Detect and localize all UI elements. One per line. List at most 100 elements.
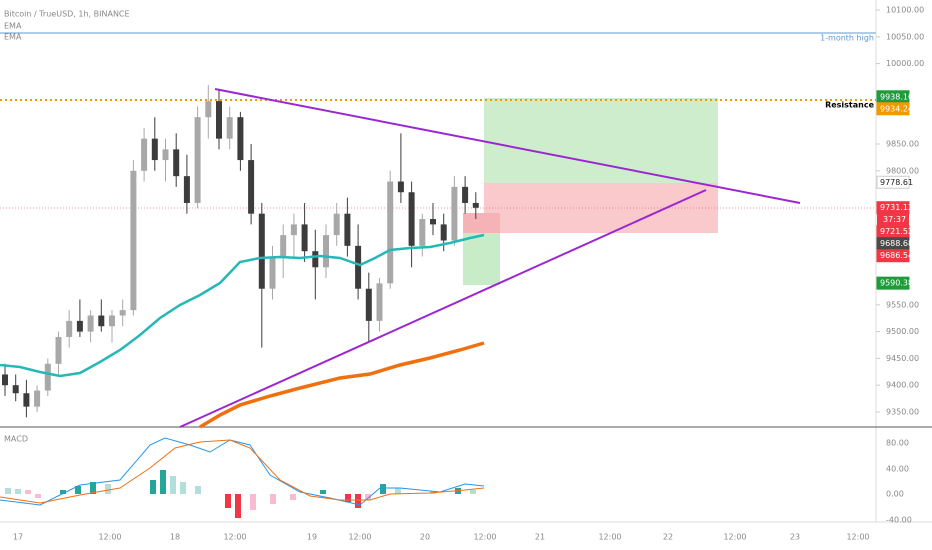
time-tick-label: 23 [790,533,800,542]
indicator-label: EMA [4,33,22,42]
price-badge-label: 9938.10 [880,92,913,101]
candle-body [23,393,30,407]
price-badge-label: 9686.54 [880,251,913,260]
price-tick-label: 10000.00 [886,59,924,68]
trendline-lower [179,189,707,428]
price-tick-label: 9500.00 [886,327,919,336]
indicator-label: EMA [4,22,22,31]
candle-body [290,224,297,236]
price-tick-label: 9450.00 [886,354,919,363]
time-tick-label: 17 [13,533,23,542]
countdown-badge [877,213,909,226]
candle-body [430,219,436,225]
candle-body [2,374,8,386]
candle-body [440,224,447,241]
candles [2,85,479,418]
time-tick-label: 20 [420,533,430,542]
candle-body [12,385,19,394]
candle-body [55,336,62,364]
chart-title: Bitcoin / TrueUSD, 1h, BINANCE [4,10,130,19]
price-tick-label: 10100.00 [886,6,924,15]
time-tick-label: 21 [535,533,545,542]
price-badge-label: 9934.24 [880,104,913,113]
time-tick-label: 12:00 [348,533,371,542]
candle-body [258,213,265,289]
small-profit-zone [463,233,500,285]
candle-body [194,117,201,203]
price-badge-label: 9778.61 [880,178,913,187]
macd-tick: -40.00 [886,516,912,525]
price-badge-label: 9688.68 [880,239,913,248]
candle-body [44,363,51,391]
candle-body [419,219,426,246]
price-tick-label: 10050.00 [886,32,924,41]
price-badge [876,249,910,263]
candle-body [237,117,244,161]
candle-body [141,138,148,171]
macd-line [0,437,485,506]
price-tick-label: 9400.00 [886,381,919,390]
time-tick-label: 18 [170,533,180,542]
price-tick-label: 9350.00 [886,408,919,417]
candle-body [376,283,383,321]
macd-title: MACD [4,435,28,444]
candle-body [344,213,351,246]
candle-body [355,245,362,289]
candle-body [301,224,308,252]
ema-long [199,341,485,429]
price-tick-label: 9800.00 [886,166,919,175]
candle-body [130,170,137,311]
candle-body [365,288,372,321]
candle-body [226,117,233,139]
time-tick-label: 22 [663,533,673,542]
price-badge [876,276,910,290]
profit-zone [484,98,718,183]
small-loss-zone [463,213,500,233]
candle-body [151,138,158,161]
price-tick-label: 9850.00 [886,140,919,149]
time-tick-label: 12:00 [846,533,869,542]
candle-body [216,101,222,139]
macd-tick: 0.00 [886,490,904,499]
price-badge-label: 9590.38 [880,279,913,288]
candle-body [34,390,41,407]
price-badge [876,175,910,189]
price-badge-label: 9721.52 [880,227,913,236]
candle-body [312,251,319,268]
macd-tick: 80.00 [886,439,909,448]
time-tick-label: 12:00 [98,533,121,542]
candle-body [462,186,469,203]
price-tick-label: 9550.00 [886,300,919,309]
trendline-upper [214,88,801,204]
candle-body [173,149,180,177]
candle-body [472,202,479,208]
candle-body [280,235,287,257]
candle-body [451,186,458,241]
candle-body [408,192,415,246]
candle-body [183,176,190,203]
price-badge-label: 9731.12 [880,203,913,212]
countdown-label: 37:37 [883,215,906,224]
loss-zone [484,183,718,233]
time-tick-label: 12:00 [223,533,246,542]
macd-tick: 40.00 [886,465,909,474]
candle-body [87,315,94,332]
candle-body [387,181,394,284]
candle-body [66,320,73,337]
price-badge [876,102,910,116]
candle-body [76,320,83,332]
resistance-label: Resistance [825,101,875,110]
time-tick-label: 19 [307,533,317,542]
candle-body [109,315,115,327]
time-tick-label: 12:00 [598,533,621,542]
candle-body [323,235,329,268]
signal-line [0,439,485,504]
candle-body [269,256,276,289]
candle-body [333,213,340,236]
candle-body [98,315,105,327]
ema-short [0,233,485,378]
candle-body [162,149,169,161]
candle-body [248,160,255,214]
candle-body [205,101,212,118]
